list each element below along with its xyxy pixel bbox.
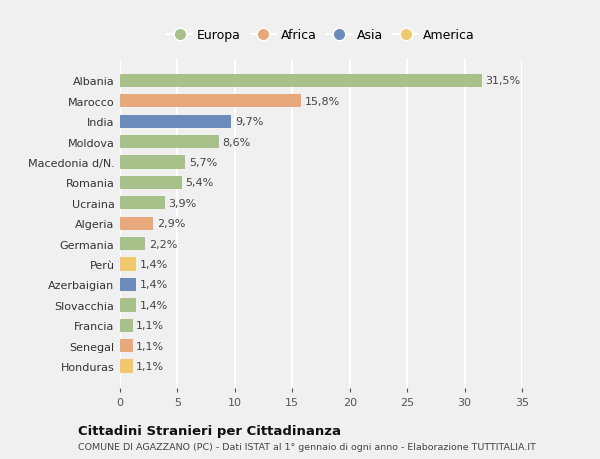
Text: 1,1%: 1,1%	[136, 320, 164, 330]
Bar	[120, 360, 133, 373]
Bar	[120, 176, 182, 190]
Legend: Europa, Africa, Asia, America: Europa, Africa, Asia, America	[164, 27, 478, 45]
Text: 1,4%: 1,4%	[140, 259, 168, 269]
Bar	[120, 237, 145, 251]
Text: 31,5%: 31,5%	[485, 76, 520, 86]
Bar	[120, 258, 136, 271]
Text: 9,7%: 9,7%	[235, 117, 263, 127]
Bar	[120, 319, 133, 332]
Bar	[120, 156, 185, 169]
Bar	[120, 339, 133, 353]
Text: 5,4%: 5,4%	[185, 178, 214, 188]
Text: 1,1%: 1,1%	[136, 361, 164, 371]
Text: COMUNE DI AGAZZANO (PC) - Dati ISTAT al 1° gennaio di ogni anno - Elaborazione T: COMUNE DI AGAZZANO (PC) - Dati ISTAT al …	[78, 442, 536, 451]
Text: 8,6%: 8,6%	[222, 137, 250, 147]
Bar	[120, 136, 219, 149]
Bar	[120, 217, 154, 230]
Bar	[120, 74, 482, 88]
Text: 2,2%: 2,2%	[149, 239, 177, 249]
Bar	[120, 299, 136, 312]
Text: Cittadini Stranieri per Cittadinanza: Cittadini Stranieri per Cittadinanza	[78, 425, 341, 437]
Text: 1,4%: 1,4%	[140, 300, 168, 310]
Bar	[120, 278, 136, 291]
Text: 15,8%: 15,8%	[305, 96, 340, 106]
Text: 2,9%: 2,9%	[157, 219, 185, 229]
Text: 1,1%: 1,1%	[136, 341, 164, 351]
Bar	[120, 115, 232, 129]
Text: 1,4%: 1,4%	[140, 280, 168, 290]
Bar	[120, 197, 165, 210]
Text: 5,7%: 5,7%	[189, 158, 217, 168]
Bar	[120, 95, 301, 108]
Text: 3,9%: 3,9%	[168, 198, 196, 208]
